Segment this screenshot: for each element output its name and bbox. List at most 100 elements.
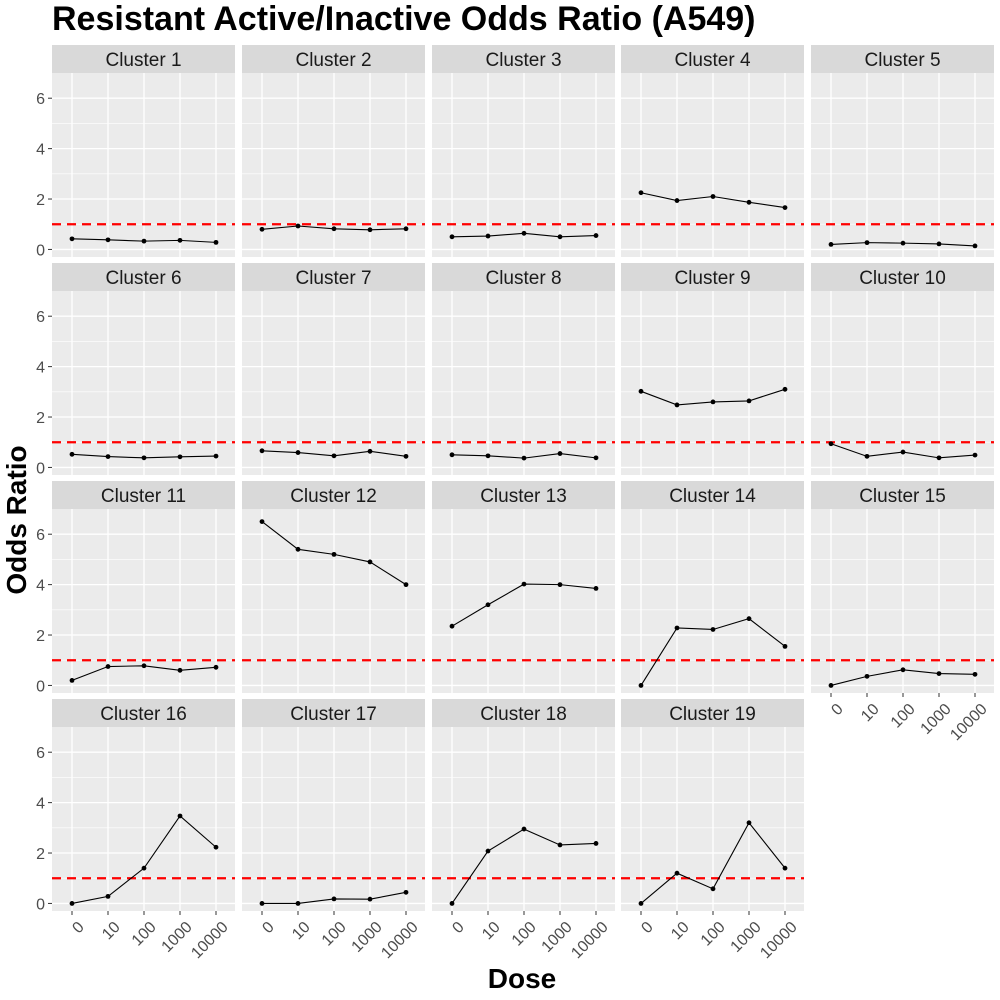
data-point xyxy=(69,236,75,242)
facet-panel: Cluster 13 xyxy=(432,481,615,693)
facet-panel: Cluster 4 xyxy=(621,45,804,257)
data-point xyxy=(557,582,563,588)
data-point xyxy=(449,901,455,906)
x-tick-label: 100 xyxy=(698,919,729,950)
data-point xyxy=(403,226,409,232)
data-point xyxy=(403,889,409,895)
facet-label: Cluster 14 xyxy=(669,486,756,507)
data-point xyxy=(710,194,716,199)
data-point xyxy=(141,455,147,461)
data-point xyxy=(972,452,978,458)
facet-panel: Cluster 2 xyxy=(242,45,425,257)
facet-strip xyxy=(52,45,235,73)
data-point xyxy=(828,683,834,688)
data-point xyxy=(710,627,716,632)
x-tick-label: 0 xyxy=(259,919,277,937)
data-point xyxy=(213,239,219,245)
data-point xyxy=(746,820,752,826)
data-point xyxy=(864,453,870,459)
data-point xyxy=(593,841,599,846)
facet-strip xyxy=(811,263,994,291)
data-point xyxy=(972,243,978,249)
y-tick-label: 4 xyxy=(36,796,45,813)
facet-panel: Cluster 1 0 2 4 6 xyxy=(36,45,235,259)
data-point xyxy=(449,623,455,629)
data-point xyxy=(105,237,111,243)
facet-label: Cluster 4 xyxy=(674,50,750,71)
data-point xyxy=(557,842,563,848)
data-point xyxy=(828,441,834,447)
facet-strip xyxy=(52,481,235,509)
y-tick-label: 2 xyxy=(36,410,45,427)
data-point xyxy=(638,190,644,196)
data-point xyxy=(936,455,942,461)
data-point xyxy=(746,616,752,622)
facet-label: Cluster 3 xyxy=(485,50,561,71)
data-point xyxy=(593,585,599,591)
data-point xyxy=(69,901,75,906)
data-point xyxy=(521,826,527,832)
data-point xyxy=(449,452,455,458)
data-point xyxy=(105,454,111,459)
x-tick-label: 10000 xyxy=(947,701,991,745)
facet-label: Cluster 6 xyxy=(105,268,181,289)
facet-panel: Cluster 5 xyxy=(811,45,994,257)
facet-strip xyxy=(242,263,425,291)
data-point xyxy=(864,673,870,679)
data-point xyxy=(177,813,183,819)
data-point xyxy=(710,399,716,405)
y-tick-label: 2 xyxy=(36,628,45,645)
facet-strip xyxy=(242,699,425,727)
data-point xyxy=(367,896,373,902)
data-point xyxy=(746,398,752,404)
data-point xyxy=(213,453,219,459)
data-point xyxy=(593,455,599,461)
data-point xyxy=(141,238,147,244)
facet-label: Cluster 9 xyxy=(674,268,750,289)
data-point xyxy=(259,901,265,906)
data-point xyxy=(557,451,563,456)
facet-strip xyxy=(621,263,804,291)
x-tick-label: 100 xyxy=(319,919,350,950)
y-tick-label: 6 xyxy=(36,309,45,326)
facet-panel: Cluster 9 xyxy=(621,263,804,475)
y-tick-label: 6 xyxy=(36,91,45,108)
data-point xyxy=(782,865,788,871)
data-point xyxy=(105,893,111,899)
x-tick-label: 10 xyxy=(99,919,124,944)
data-point xyxy=(746,199,752,205)
data-point xyxy=(69,451,75,457)
data-point xyxy=(828,241,834,247)
data-point xyxy=(259,226,265,232)
facet-panel: Cluster 7 xyxy=(242,263,425,475)
y-axis-title: Odds Ratio xyxy=(1,445,32,594)
data-point xyxy=(141,663,147,669)
data-point xyxy=(105,664,111,669)
data-point xyxy=(593,233,599,238)
data-point xyxy=(936,671,942,676)
facet-label: Cluster 12 xyxy=(290,486,377,507)
data-point xyxy=(936,241,942,247)
data-point xyxy=(367,227,373,233)
y-tick-label: 4 xyxy=(36,578,45,595)
data-point xyxy=(295,450,301,455)
facet-strip xyxy=(242,481,425,509)
facet-strip xyxy=(432,481,615,509)
data-point xyxy=(331,453,337,459)
data-point xyxy=(177,454,183,460)
data-point xyxy=(782,205,788,210)
facet-strip xyxy=(52,699,235,727)
x-tick-label: 10000 xyxy=(568,919,612,963)
data-point xyxy=(259,448,265,454)
data-point xyxy=(485,453,491,459)
facet-label: Cluster 5 xyxy=(864,50,940,71)
facet-strip xyxy=(811,481,994,509)
x-tick-label: 0 xyxy=(638,919,656,937)
x-tick-label: 10 xyxy=(289,919,314,944)
y-tick-label: 4 xyxy=(36,360,45,377)
facet-label: Cluster 17 xyxy=(290,704,377,725)
